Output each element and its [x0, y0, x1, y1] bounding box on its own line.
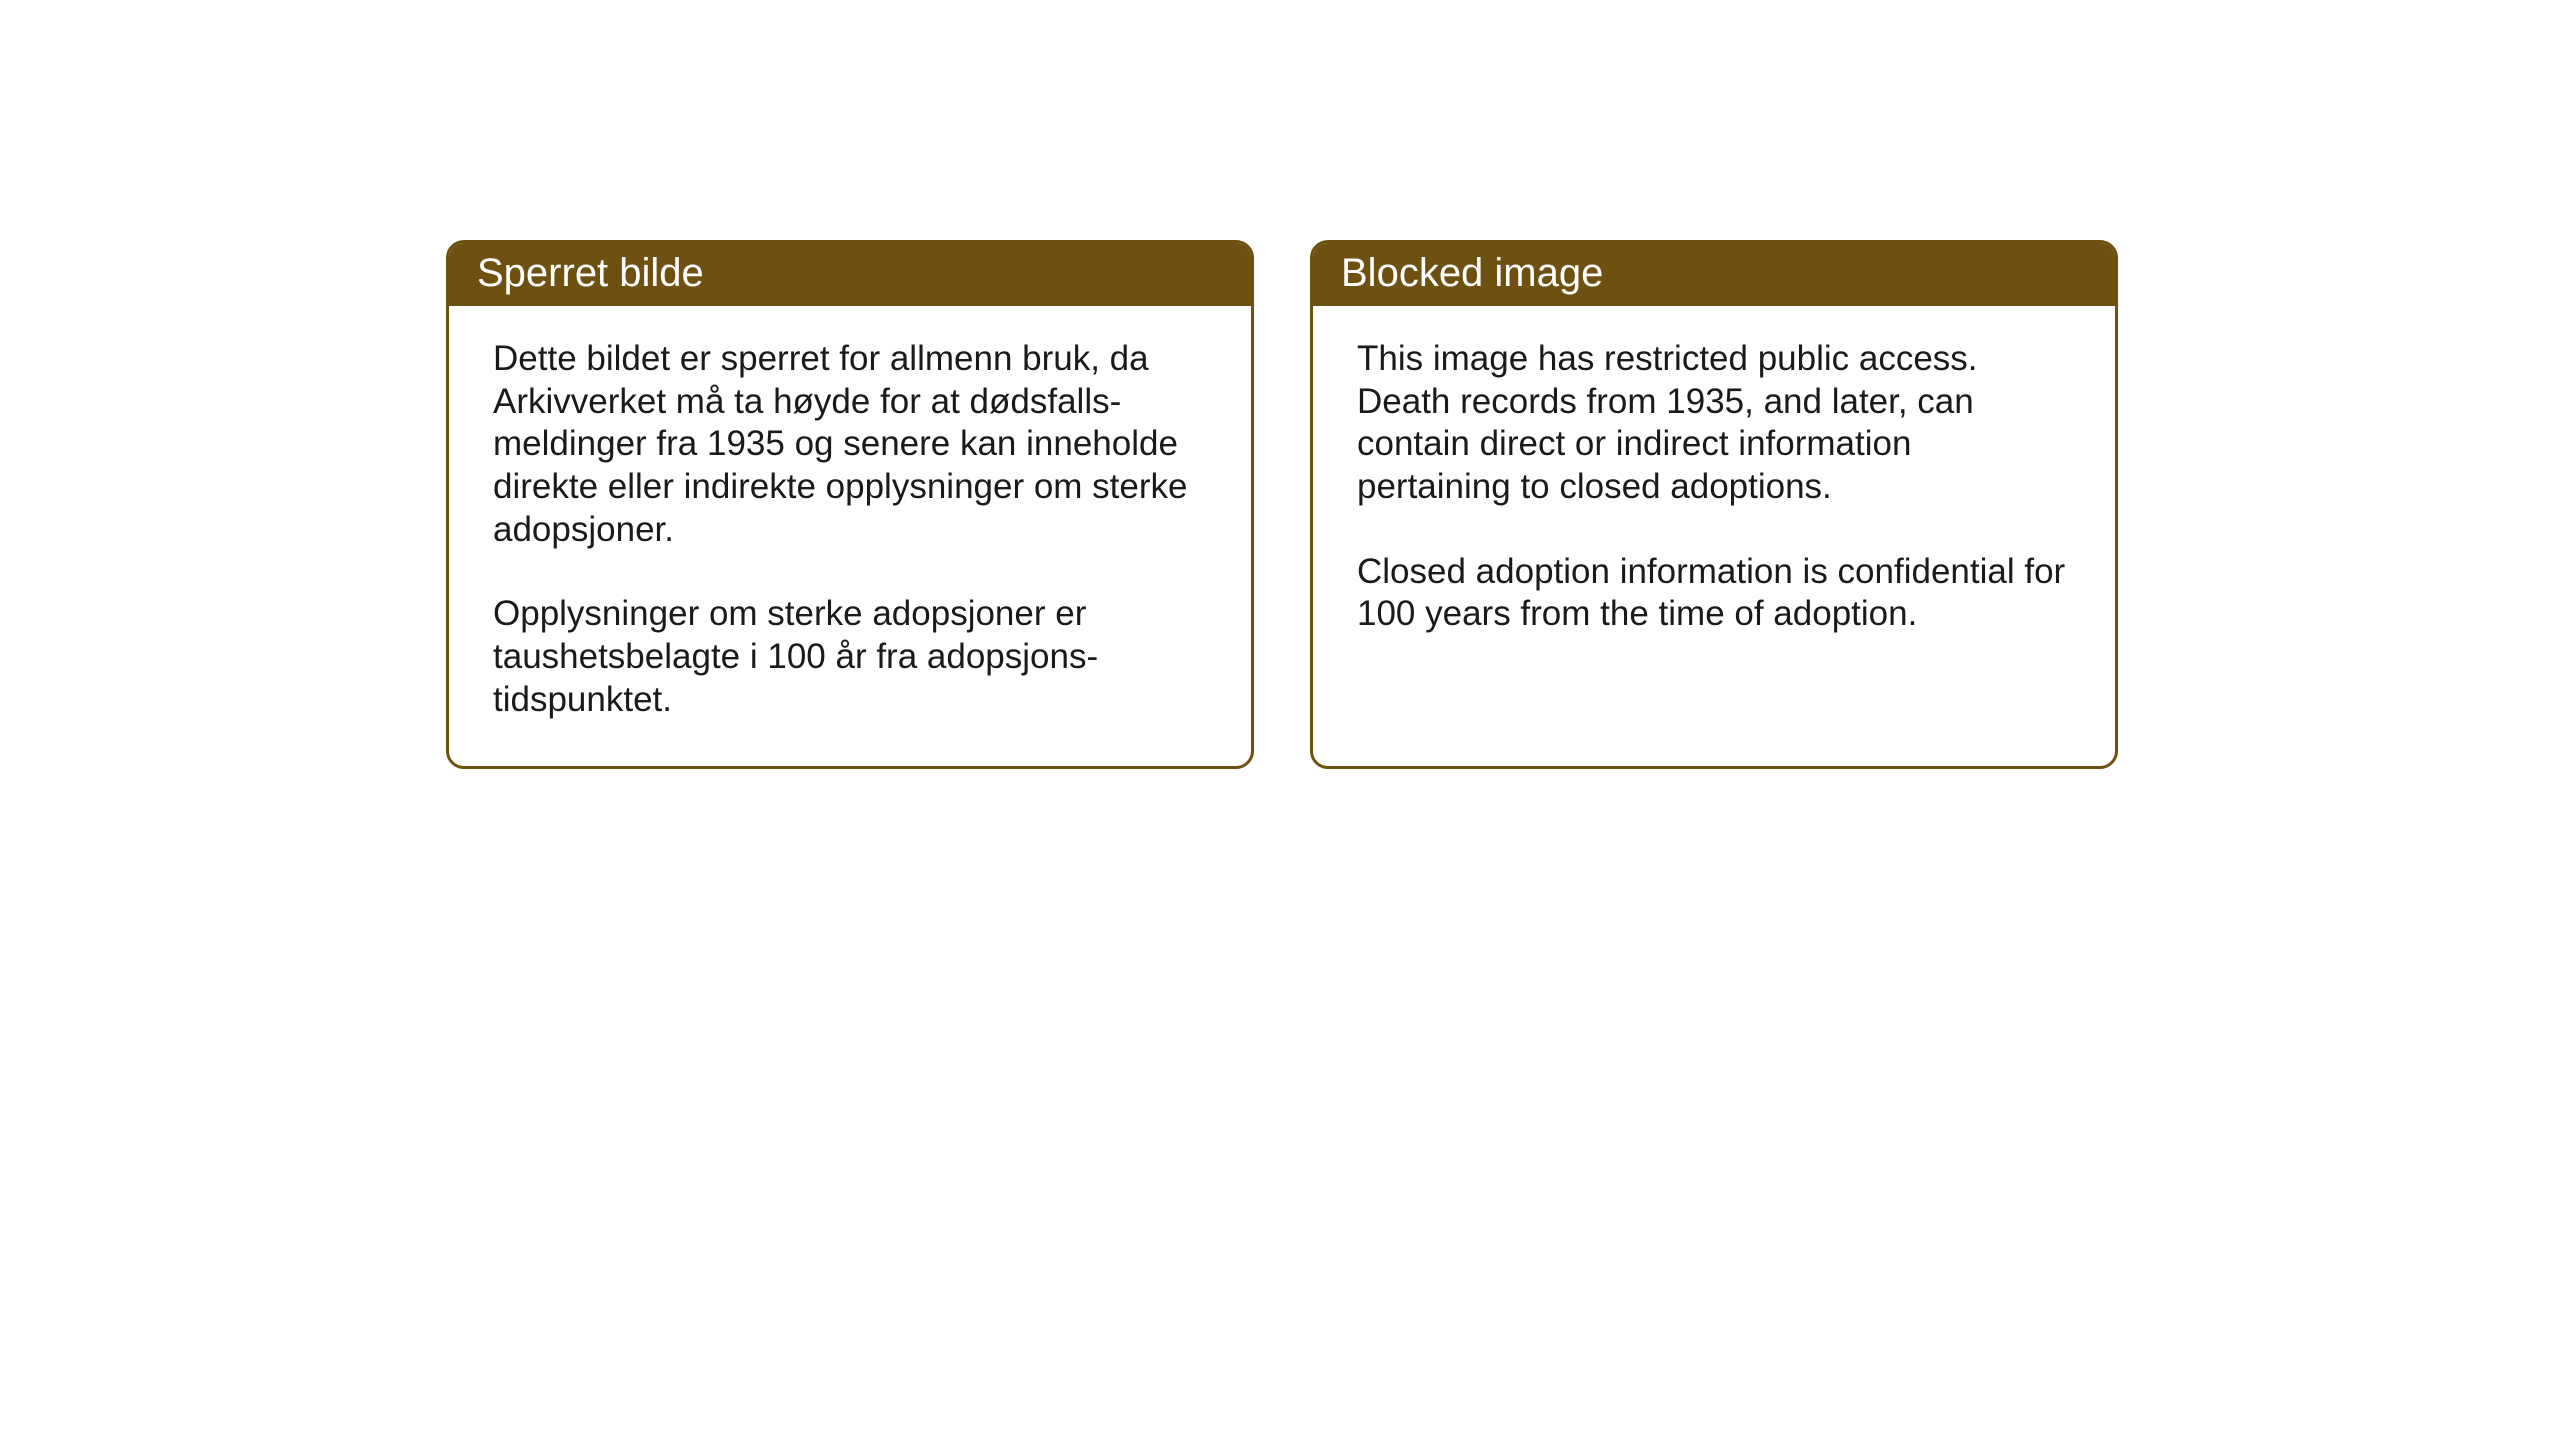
- paragraph-1-english: This image has restricted public access.…: [1357, 338, 2071, 509]
- card-body-english: This image has restricted public access.…: [1313, 306, 2115, 744]
- card-header-norwegian: Sperret bilde: [449, 243, 1251, 306]
- card-title-english: Blocked image: [1341, 251, 1603, 295]
- card-title-norwegian: Sperret bilde: [477, 251, 704, 295]
- paragraph-1-norwegian: Dette bildet er sperret for allmenn bruk…: [493, 338, 1207, 551]
- card-norwegian: Sperret bilde Dette bildet er sperret fo…: [446, 240, 1254, 769]
- paragraph-2-english: Closed adoption information is confident…: [1357, 551, 2071, 636]
- card-text-norwegian: Dette bildet er sperret for allmenn bruk…: [493, 338, 1207, 722]
- paragraph-2-norwegian: Opplysninger om sterke adopsjoner er tau…: [493, 593, 1207, 721]
- card-english: Blocked image This image has restricted …: [1310, 240, 2118, 769]
- card-body-norwegian: Dette bildet er sperret for allmenn bruk…: [449, 306, 1251, 766]
- notice-container: Sperret bilde Dette bildet er sperret fo…: [446, 240, 2118, 769]
- card-text-english: This image has restricted public access.…: [1357, 338, 2071, 636]
- card-header-english: Blocked image: [1313, 243, 2115, 306]
